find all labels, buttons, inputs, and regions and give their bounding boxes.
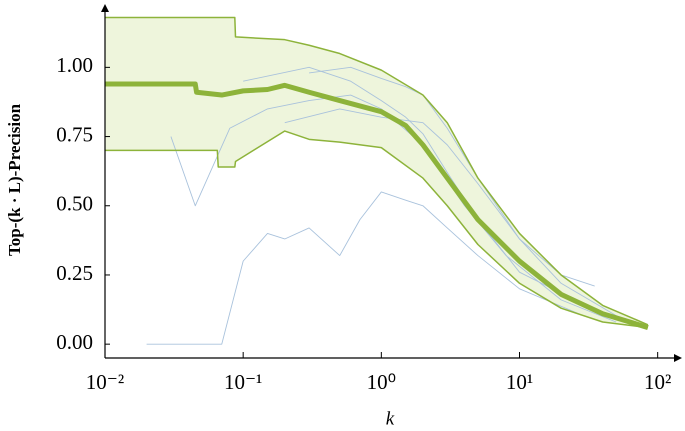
y-tick-label: 0.25 <box>56 261 93 285</box>
y-tick-label: 0.50 <box>56 192 93 216</box>
x-tick-label: 10⁻¹ <box>224 370 262 394</box>
series-line <box>243 66 586 306</box>
x-axis-arrow <box>674 354 682 362</box>
series-line <box>146 191 586 345</box>
y-tick-label: 0.75 <box>56 122 93 146</box>
y-tick-label: 0.00 <box>56 330 93 354</box>
series-line <box>284 108 595 287</box>
x-tick-label: 10¹ <box>506 370 533 394</box>
x-axis-label: k <box>386 408 395 429</box>
x-tick-label: 10⁰ <box>367 370 396 394</box>
y-tick-label: 1.00 <box>56 53 93 77</box>
band-lower <box>105 130 649 329</box>
series-line <box>170 94 617 323</box>
y-axis-arrow <box>101 4 109 12</box>
series-line <box>309 66 628 323</box>
band-fill <box>105 17 648 328</box>
y-axis-label: Top-(k · L)-Precision <box>5 103 24 256</box>
x-tick-label: 10⁻² <box>86 370 124 394</box>
x-tick-label: 10² <box>644 370 671 394</box>
band-upper <box>105 16 649 326</box>
series-line <box>105 81 649 330</box>
